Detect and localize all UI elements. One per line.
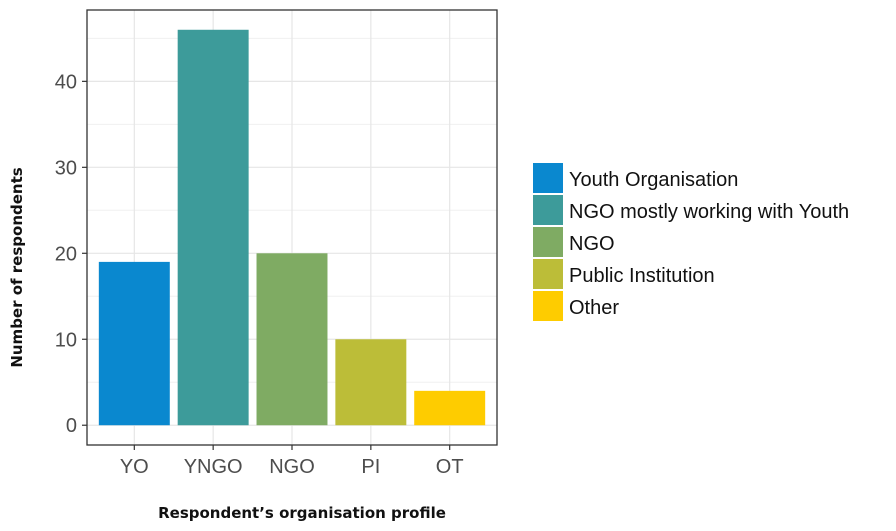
x-tick-label: NGO bbox=[269, 456, 315, 478]
legend-swatch bbox=[533, 227, 563, 257]
y-tick-label: 10 bbox=[55, 329, 77, 351]
x-tick-label: OT bbox=[436, 456, 464, 478]
y-tick-label: 20 bbox=[55, 243, 77, 265]
y-axis-label: Number of respondents bbox=[8, 167, 26, 367]
bar-yngo bbox=[177, 29, 249, 426]
legend-swatch bbox=[533, 195, 563, 225]
legend: Youth Organisation NGO mostly working wit… bbox=[533, 163, 849, 321]
bar-ot bbox=[414, 390, 486, 426]
legend-swatch bbox=[533, 259, 563, 289]
legend-swatch bbox=[533, 163, 563, 193]
x-tick-label: YNGO bbox=[184, 456, 243, 478]
y-tick-label: 0 bbox=[66, 415, 77, 437]
legend-label: Other bbox=[569, 297, 619, 319]
legend-label: NGO mostly working with Youth bbox=[569, 201, 849, 223]
legend-label: Public Institution bbox=[569, 265, 715, 287]
x-axis-label: Respondent’s organisation profile bbox=[158, 504, 446, 522]
legend-swatch bbox=[533, 291, 563, 321]
legend-label: NGO bbox=[569, 233, 615, 255]
bar-pi bbox=[335, 339, 407, 426]
axes: 0 10 20 30 40 YO YNGO NGO PI OT bbox=[55, 71, 464, 478]
x-tick-label: YO bbox=[120, 456, 149, 478]
bars bbox=[98, 29, 486, 426]
bar-yo bbox=[98, 261, 170, 426]
y-tick-label: 40 bbox=[55, 71, 77, 93]
y-tick-label: 30 bbox=[55, 157, 77, 179]
bar-ngo bbox=[256, 253, 328, 426]
x-tick-label: PI bbox=[361, 456, 380, 478]
legend-label: Youth Organisation bbox=[569, 169, 738, 191]
